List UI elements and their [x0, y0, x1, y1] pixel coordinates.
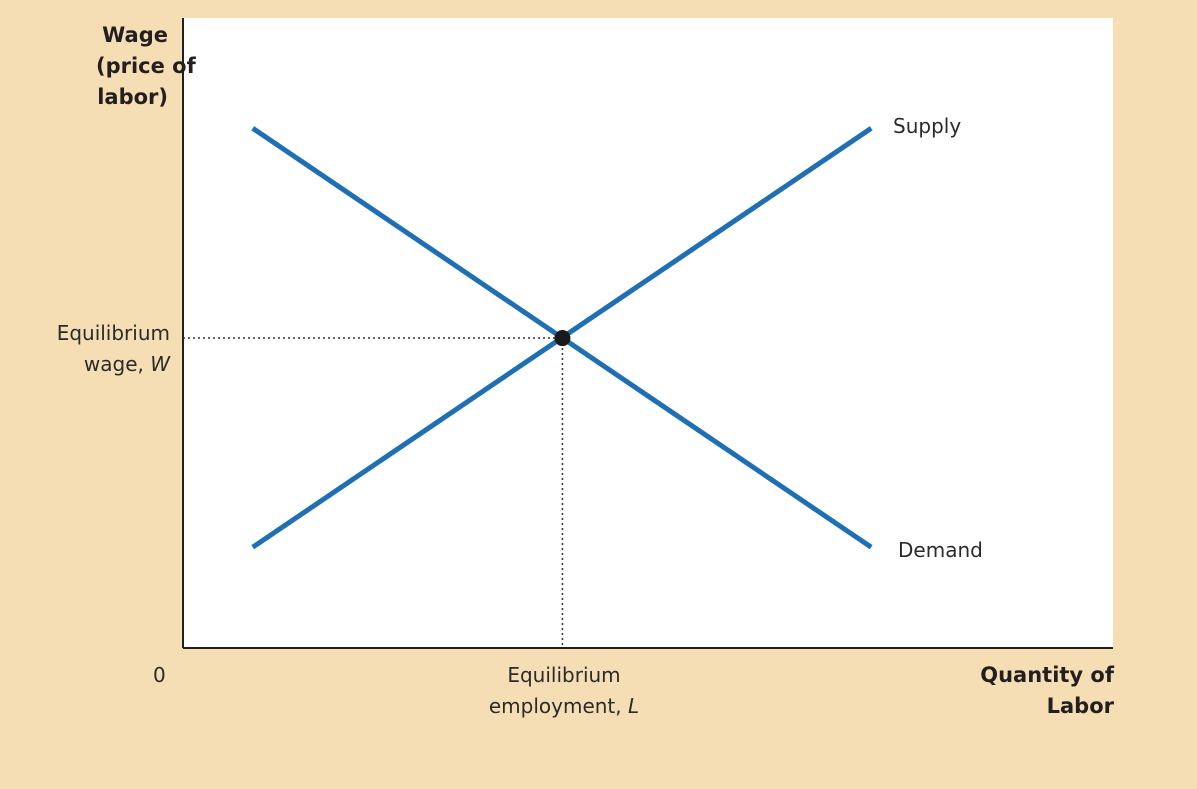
- equilibrium-wage-label-line-2: wage, W: [40, 349, 170, 380]
- supply-curve-label: Supply: [893, 114, 962, 138]
- demand-curve-label: Demand: [898, 538, 983, 562]
- equilibrium-employment-text: employment,: [488, 694, 628, 718]
- y-axis-title-line-3: labor): [97, 85, 168, 109]
- equilibrium-employment-variable: L: [627, 694, 640, 718]
- x-axis-title: Quantity of Labor: [960, 660, 1114, 722]
- x-axis-title-line-1: Quantity of: [980, 663, 1114, 687]
- equilibrium-employment-label: Equilibrium employment, L: [444, 660, 684, 722]
- x-axis-title-line-2: Labor: [1046, 694, 1114, 718]
- equilibrium-employment-label-line-1: Equilibrium: [507, 663, 621, 687]
- plot-area: [183, 18, 1113, 648]
- equilibrium-point: [554, 330, 571, 347]
- y-axis-title-line-2: (price of: [96, 54, 196, 78]
- equilibrium-wage-label-line-1: Equilibrium: [56, 321, 170, 345]
- equilibrium-employment-label-line-2: employment, L: [444, 691, 684, 722]
- equilibrium-wage-label: Equilibrium wage, W: [40, 318, 170, 380]
- y-axis-title: Wage (price of labor): [96, 20, 196, 113]
- origin-label: 0: [153, 663, 166, 687]
- equilibrium-wage-variable: W: [150, 352, 170, 376]
- equilibrium-wage-text: wage,: [83, 352, 151, 376]
- y-axis-title-line-1: Wage: [102, 23, 168, 47]
